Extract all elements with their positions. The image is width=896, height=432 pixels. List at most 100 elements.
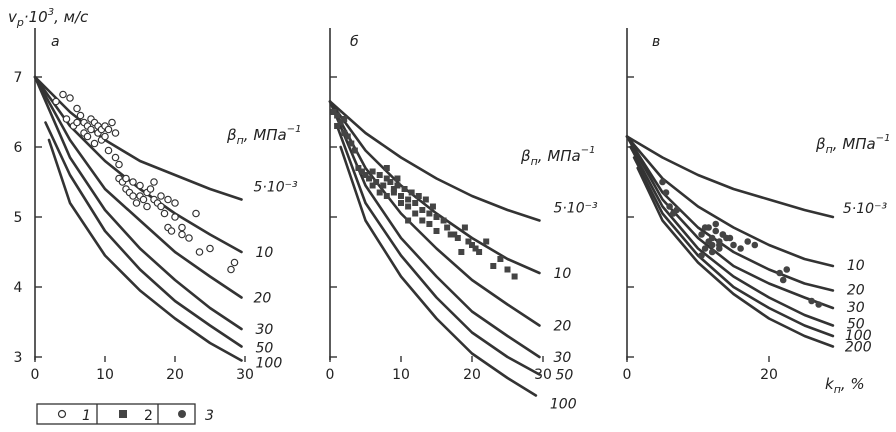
data-point [719, 231, 727, 238]
data-point [383, 193, 390, 199]
data-point [426, 210, 433, 217]
data-point [206, 244, 214, 253]
series-line [328, 100, 541, 275]
data-point [783, 266, 791, 273]
data-point [698, 252, 705, 259]
series-line [328, 100, 541, 327]
data-point [115, 160, 123, 169]
data-point [369, 168, 376, 175]
data-point [90, 139, 99, 148]
data-point [376, 172, 383, 178]
data-point [76, 111, 85, 120]
x-tick-label: 20 [760, 367, 778, 383]
data-point [398, 193, 404, 199]
data-point [461, 224, 468, 231]
data-point [394, 175, 401, 182]
data-point [171, 199, 179, 207]
data-point [351, 147, 358, 154]
data-point [83, 132, 92, 141]
curve-label: 100 [550, 397, 577, 413]
data-point [808, 297, 815, 305]
curve-label: 20 [254, 291, 272, 307]
data-point [497, 256, 504, 262]
series-line [33, 75, 243, 201]
data-point [355, 165, 362, 171]
x-tick-label: 0 [326, 367, 335, 383]
x-tick-label: 10 [392, 367, 410, 383]
data-point [157, 192, 165, 200]
curve-label: 20 [553, 319, 571, 335]
data-point [366, 175, 373, 182]
legend-label: 2 [144, 408, 153, 424]
panel-label: в [652, 34, 660, 50]
data-point [73, 104, 81, 113]
curve-label: 200 [845, 340, 872, 356]
data-point [504, 266, 511, 273]
data-point [164, 195, 172, 204]
series-line [328, 100, 541, 359]
x-tick-label: 10 [96, 367, 114, 383]
data-point [129, 192, 137, 200]
data-point [348, 140, 355, 147]
legend-marker-filled-circle [178, 410, 186, 418]
series-line [629, 145, 835, 327]
data-point [490, 263, 497, 269]
data-point [716, 245, 723, 252]
data-point [476, 249, 483, 255]
beta-label-a: βп, МПа−1 [226, 124, 301, 147]
data-point [465, 238, 472, 245]
data-point [376, 189, 383, 196]
curve-label: 5·10⁻³ [553, 201, 598, 217]
legend-marker-filled-square [119, 410, 127, 418]
data-point [433, 214, 440, 220]
data-point [150, 178, 158, 186]
curve-label: 30 [847, 300, 865, 316]
data-point [422, 196, 429, 203]
data-point [433, 228, 440, 234]
data-point [454, 235, 461, 241]
legend-marker-open-circle [57, 409, 67, 419]
data-point [712, 227, 720, 235]
data-point [122, 174, 130, 183]
data-point [330, 109, 337, 115]
data-point [362, 172, 369, 178]
data-point [341, 130, 348, 136]
data-point [412, 210, 419, 217]
data-point [815, 301, 822, 308]
data-point [401, 186, 408, 192]
data-point [447, 231, 454, 238]
data-point [62, 115, 71, 123]
curve-label: 30 [256, 322, 274, 338]
x-tick-label: 30 [236, 367, 254, 383]
panel-label: а [51, 34, 60, 50]
y-tick-label: 4 [14, 280, 23, 296]
data-point [751, 241, 759, 249]
data-point [334, 112, 341, 119]
data-point [708, 234, 716, 242]
data-point [390, 186, 397, 192]
data-point [192, 209, 200, 218]
data-point [419, 217, 426, 224]
data-point [405, 217, 412, 224]
x-tick-label: 0 [623, 367, 632, 383]
data-point [104, 146, 113, 155]
data-point [705, 224, 712, 231]
data-point [341, 116, 348, 122]
data-point [458, 249, 465, 255]
data-point [419, 207, 426, 213]
data-point [472, 245, 479, 252]
data-point [390, 189, 397, 196]
data-point [334, 123, 341, 129]
data-point [701, 245, 709, 252]
data-point [712, 220, 720, 228]
series-line [33, 75, 243, 331]
data-point [344, 133, 351, 140]
data-point [426, 221, 433, 227]
data-point [726, 234, 734, 242]
data-point [383, 175, 390, 182]
data-point [230, 258, 239, 267]
data-point [73, 118, 81, 127]
legend-label: 1 [82, 408, 91, 424]
data-point [195, 248, 204, 256]
